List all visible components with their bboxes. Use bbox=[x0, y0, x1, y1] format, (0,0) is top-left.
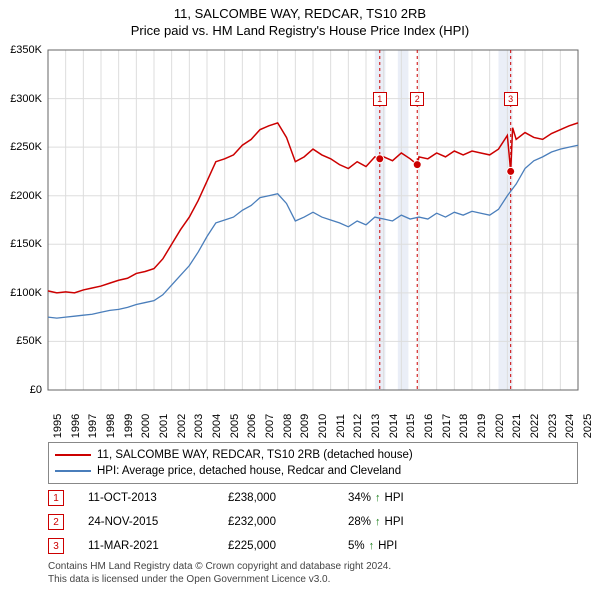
x-tick-label: 2003 bbox=[193, 414, 205, 438]
legend-label-2: HPI: Average price, detached house, Redc… bbox=[97, 465, 401, 477]
y-tick-label: £300K bbox=[10, 93, 42, 105]
chart-marker-1: 1 bbox=[373, 92, 387, 106]
y-tick-label: £100K bbox=[10, 287, 42, 299]
arrow-up-icon: ↑ bbox=[369, 540, 375, 552]
x-tick-label: 1996 bbox=[70, 414, 82, 438]
event-row-3: 3 11-MAR-2021£225,0005%↑HPI bbox=[48, 536, 578, 556]
title-block: 11, SALCOMBE WAY, REDCAR, TS10 2RB Price… bbox=[0, 0, 600, 38]
x-tick-label: 2002 bbox=[176, 414, 188, 438]
x-tick-label: 2005 bbox=[229, 414, 241, 438]
x-tick-label: 2024 bbox=[564, 414, 576, 438]
event-price: £238,000 bbox=[228, 492, 348, 504]
y-axis-labels: £0£50K£100K£150K£200K£250K£300K£350K bbox=[0, 50, 46, 390]
x-tick-label: 2017 bbox=[441, 414, 453, 438]
legend-swatch-1 bbox=[55, 454, 91, 456]
x-tick-label: 2013 bbox=[370, 414, 382, 438]
footer-line-2: This data is licensed under the Open Gov… bbox=[48, 574, 578, 587]
event-row-2: 2 24-NOV-2015£232,00028%↑HPI bbox=[48, 512, 578, 532]
y-tick-label: £0 bbox=[30, 384, 42, 396]
x-tick-label: 2021 bbox=[511, 414, 523, 438]
x-axis-labels: 1995 1996 1997 1998 1999 2000 2001 2002 2003 2004… bbox=[48, 394, 578, 444]
x-tick-label: 2025 bbox=[582, 414, 594, 438]
footer-line-1: Contains HM Land Registry data © Crown c… bbox=[48, 561, 578, 574]
event-marker-2: 2 bbox=[48, 514, 64, 530]
y-tick-label: £250K bbox=[10, 141, 42, 153]
x-tick-label: 2022 bbox=[529, 414, 541, 438]
x-tick-label: 2020 bbox=[494, 414, 506, 438]
y-tick-label: £350K bbox=[10, 44, 42, 56]
y-tick-label: £50K bbox=[16, 335, 42, 347]
x-tick-label: 2004 bbox=[211, 414, 223, 438]
x-tick-label: 2008 bbox=[282, 414, 294, 438]
x-tick-label: 2014 bbox=[388, 414, 400, 438]
x-tick-label: 2007 bbox=[264, 414, 276, 438]
x-tick-label: 2023 bbox=[547, 414, 559, 438]
legend-label-1: 11, SALCOMBE WAY, REDCAR, TS10 2RB (deta… bbox=[97, 449, 413, 461]
chart-area: 1 2 3 bbox=[48, 50, 578, 390]
event-price: £225,000 bbox=[228, 540, 348, 552]
arrow-up-icon: ↑ bbox=[375, 492, 381, 504]
x-tick-label: 2011 bbox=[335, 414, 347, 438]
x-tick-label: 2015 bbox=[405, 414, 417, 438]
legend: 11, SALCOMBE WAY, REDCAR, TS10 2RB (deta… bbox=[48, 442, 578, 484]
event-price: £232,000 bbox=[228, 516, 348, 528]
legend-item-series-2: HPI: Average price, detached house, Redc… bbox=[55, 463, 571, 479]
event-date: 24-NOV-2015 bbox=[88, 516, 228, 528]
y-tick-label: £150K bbox=[10, 238, 42, 250]
x-tick-label: 1997 bbox=[87, 414, 99, 438]
event-date: 11-OCT-2013 bbox=[88, 492, 228, 504]
x-tick-label: 2016 bbox=[423, 414, 435, 438]
chart-svg bbox=[48, 50, 578, 390]
chart-marker-3: 3 bbox=[504, 92, 518, 106]
footer: Contains HM Land Registry data © Crown c… bbox=[48, 561, 578, 586]
legend-swatch-2 bbox=[55, 470, 91, 472]
x-tick-label: 1999 bbox=[123, 414, 135, 438]
x-tick-label: 2012 bbox=[352, 414, 364, 438]
y-tick-label: £200K bbox=[10, 190, 42, 202]
event-marker-3: 3 bbox=[48, 538, 64, 554]
x-tick-label: 2001 bbox=[158, 414, 170, 438]
event-marker-1: 1 bbox=[48, 490, 64, 506]
event-hpi-delta: 28%↑HPI bbox=[348, 516, 468, 528]
x-tick-label: 1998 bbox=[105, 414, 117, 438]
x-tick-label: 2010 bbox=[317, 414, 329, 438]
x-tick-label: 2019 bbox=[476, 414, 488, 438]
x-tick-label: 1995 bbox=[52, 414, 64, 438]
event-hpi-delta: 34%↑HPI bbox=[348, 492, 468, 504]
root: 11, SALCOMBE WAY, REDCAR, TS10 2RB Price… bbox=[0, 0, 600, 590]
x-tick-label: 2009 bbox=[299, 414, 311, 438]
legend-item-series-1: 11, SALCOMBE WAY, REDCAR, TS10 2RB (deta… bbox=[55, 447, 571, 463]
title-line-2: Price paid vs. HM Land Registry's House … bbox=[0, 23, 600, 38]
event-date: 11-MAR-2021 bbox=[88, 540, 228, 552]
event-row-1: 1 11-OCT-2013£238,00034%↑HPI bbox=[48, 488, 578, 508]
x-tick-label: 2006 bbox=[246, 414, 258, 438]
event-hpi-delta: 5%↑HPI bbox=[348, 540, 468, 552]
title-line-1: 11, SALCOMBE WAY, REDCAR, TS10 2RB bbox=[0, 6, 600, 21]
x-tick-label: 2000 bbox=[140, 414, 152, 438]
chart-marker-2: 2 bbox=[410, 92, 424, 106]
x-tick-label: 2018 bbox=[458, 414, 470, 438]
arrow-up-icon: ↑ bbox=[375, 516, 381, 528]
events-table: 1 11-OCT-2013£238,00034%↑HPI 2 24-NOV-2015£… bbox=[48, 488, 578, 560]
